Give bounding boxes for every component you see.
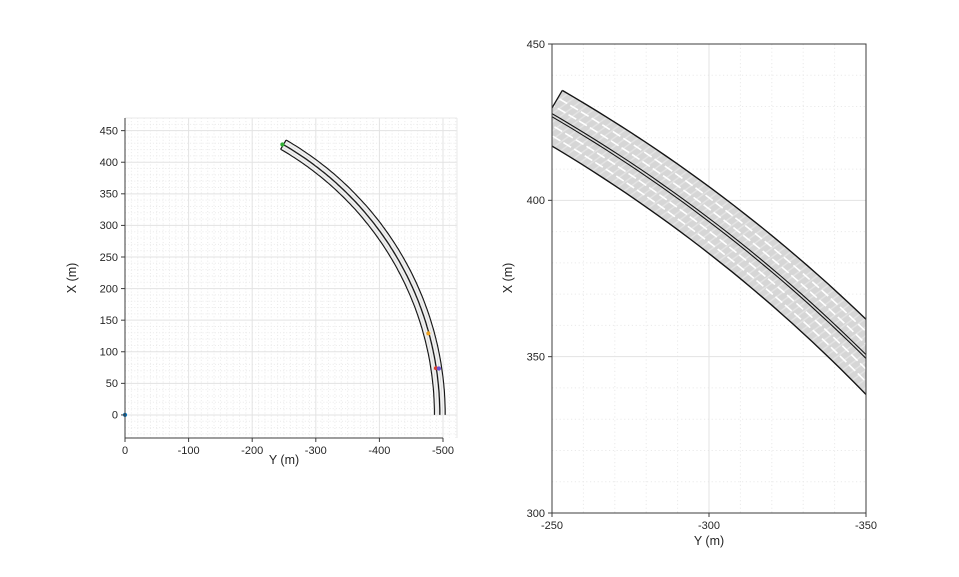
road-edge-line [561,89,866,321]
y-tick-label: 350 [100,189,118,201]
y-tick-label: 300 [100,220,118,232]
y-tick-label: 200 [100,283,118,295]
y-tick-label: 450 [527,39,545,51]
zoom-y-axis-label: X (m) [501,262,515,294]
trajectory-overview-plot-axes: 0 -100 -200 -300 -400 -500 0 50 100 150 200 250 300 3… [100,117,458,457]
y-tick-label: 100 [100,347,118,359]
y-tick-label: 350 [527,351,545,363]
y-tick-label: 450 [100,125,118,137]
lane-marking [552,105,866,346]
road-edge-line [552,113,866,356]
x-tick-label: -350 [855,520,877,532]
overview-x-axis-label: Y (m) [268,453,300,467]
vehicle-marker-purple [436,366,441,371]
trajectory-overview-plot-road [280,139,446,415]
x-tick-label: 0 [122,445,128,457]
x-tick-label: -200 [241,445,263,457]
zoom-x-axis-label: Y (m) [693,534,725,548]
lane-marking [282,145,439,415]
x-tick-label: -400 [368,445,390,457]
x-tick-label: -250 [541,520,563,532]
road-edge-line [280,148,435,415]
y-tick-label: 400 [100,157,118,169]
vehicle-marker-orange [426,331,431,336]
trajectory-zoom-plot-road [552,89,866,396]
road-edge-line [552,116,866,360]
y-tick-label: 400 [527,195,545,207]
trajectory-zoom-plot: -250 -300 -350 300 350 400 450 [527,39,877,532]
road-surface [280,140,446,415]
overview-y-axis-label: X (m) [65,262,79,294]
start-marker-green [280,142,285,147]
x-tick-label: -500 [432,445,454,457]
lane-marking [552,124,866,371]
lane-marking [557,97,866,333]
lane-marking [284,142,442,415]
y-tick-label: 0 [112,410,118,422]
road-surface [552,90,866,395]
road-edge-line [552,145,866,396]
x-tick-label: -300 [305,445,327,457]
y-tick-label: 300 [527,508,545,520]
y-tick-label: 50 [106,378,118,390]
x-tick-label: -100 [178,445,200,457]
y-tick-label: 150 [100,315,118,327]
lane-marking [281,147,437,415]
trajectory-zoom-plot-axes: -250 -300 -350 300 350 400 450 [527,39,877,532]
lane-marking [285,141,444,415]
road-edge-line [283,144,441,415]
y-tick-label: 250 [100,252,118,264]
x-tick-label: -300 [698,520,720,532]
lane-marking [552,134,866,383]
road-edge-line [285,139,446,415]
trajectory-overview-plot: 0 -100 -200 -300 -400 -500 0 50 100 150 200 250 300 3… [100,117,458,457]
